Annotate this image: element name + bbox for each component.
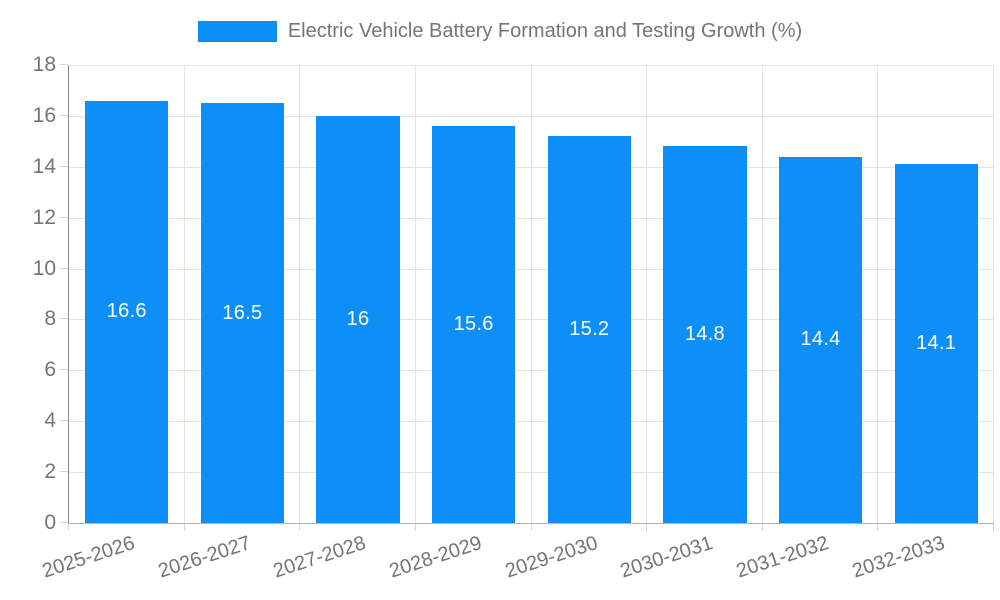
bar[interactable]: 14.8 [663,146,747,523]
y-axis-tick-label: 2 [44,460,56,484]
x-axis-tick-label: 2027-2028 [271,532,369,583]
bar[interactable]: 16.6 [85,100,169,523]
grid-line-horizontal [69,217,994,219]
grid-line-horizontal [69,472,994,474]
grid-line-horizontal [69,115,994,117]
grid-line-vertical [183,65,185,523]
y-axis-tick [60,369,68,371]
grid-line-vertical [299,65,301,523]
grid-line-horizontal [69,370,994,372]
plot-area: 16.6 16.5 16 15.6 15.2 14.8 14.4 14.1 [68,65,994,524]
y-axis-tick-label: 6 [44,358,56,382]
bar-category-cell: 15.6 [416,65,532,523]
y-axis-tick-label: 10 [32,256,56,280]
y-axis-tick [60,216,68,218]
x-axis-tick [530,524,532,531]
bar-category-cell: 16 [300,65,416,523]
grid-line-vertical [877,65,879,523]
x-axis-tick [993,524,994,531]
grid-line-vertical [761,65,763,523]
x-axis-tick-label: 2026-2027 [155,532,254,583]
y-axis-tick-label: 18 [32,53,56,76]
bar-value-label: 14.4 [800,328,841,351]
bar[interactable]: 14.1 [894,164,978,523]
x-axis-tick-label: 2029-2030 [502,532,601,583]
y-axis-line [68,65,69,523]
y-axis-tick [60,420,68,422]
chart-legend: Electric Vehicle Battery Formation and T… [0,18,1000,44]
y-axis-tick-label: 14 [32,154,56,178]
bar[interactable]: 15.6 [432,126,516,523]
x-axis-tick [183,524,185,531]
bar-category-cell: 14.8 [647,65,763,523]
y-axis-tick [60,165,68,167]
grid-line-horizontal [69,421,994,423]
x-axis-tick-label: 2030-2031 [617,532,716,583]
grid-line-vertical [993,65,994,523]
x-axis-tick [761,524,763,531]
bar-value-label: 16.6 [106,300,147,323]
y-axis-tick-label: 16 [32,103,56,127]
y-axis-tick-label: 12 [32,205,56,229]
grid-line-vertical [530,65,532,523]
y-axis-tick [60,318,68,320]
grid-line-vertical [414,65,416,523]
bar-value-label: 16.5 [222,301,263,324]
x-axis-tick [646,524,648,531]
grid-line-horizontal [69,268,994,270]
grid-line-horizontal [69,166,994,168]
x-axis-tick-label: 2031-2032 [733,532,832,583]
bars-layer: 16.6 16.5 16 15.6 15.2 14.8 14.4 14.1 [69,65,994,523]
bar[interactable]: 16.5 [200,103,285,523]
y-axis-tick [60,114,68,116]
bar-value-label: 14.8 [684,323,725,346]
x-axis-tick [877,524,879,531]
x-axis-tick [68,524,69,531]
legend-swatch-icon [197,20,277,42]
y-axis-tick [60,522,68,523]
bar-value-label: 16 [346,307,370,330]
bar-category-cell: 16.6 [69,65,185,523]
y-axis-tick-label: 8 [44,307,56,331]
bar-category-cell: 14.4 [763,65,879,523]
bar[interactable]: 16 [316,115,400,523]
x-axis-tick [299,524,301,531]
x-axis-tick-label: 2025-2026 [39,532,138,583]
bar-category-cell: 14.1 [878,65,994,523]
bar-category-cell: 15.2 [532,65,648,523]
bar[interactable]: 15.2 [547,136,631,523]
y-axis-tick [60,267,68,269]
bar[interactable]: 14.4 [778,156,863,523]
y-axis-tick [60,64,68,65]
y-axis-tick [60,471,68,473]
chart-title: Electric Vehicle Battery Formation and T… [287,20,803,42]
grid-line-horizontal [69,65,994,66]
bar-value-label: 14.1 [916,332,957,355]
x-axis-tick [414,524,416,531]
x-axis-tick-label: 2028-2029 [386,532,485,583]
y-axis-tick-label: 0 [44,511,56,534]
y-axis-tick-label: 4 [44,409,56,433]
grid-line-horizontal [69,319,994,321]
grid-line-vertical [646,65,648,523]
bar-value-label: 15.2 [569,318,610,341]
bar-value-label: 15.6 [453,313,494,336]
bar-category-cell: 16.5 [185,65,301,523]
x-axis-tick-label: 2032-2033 [849,532,947,583]
x-axis-line [68,523,994,524]
